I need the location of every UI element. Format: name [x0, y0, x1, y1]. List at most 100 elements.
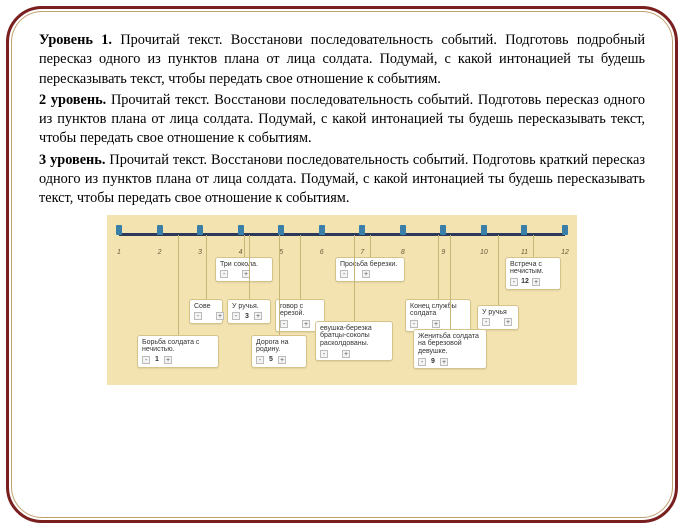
event-card[interactable]: Просьба березки.-+ [335, 257, 405, 282]
stepper-plus-button[interactable]: + [254, 312, 262, 320]
timeline-tick-number: 1 [117, 249, 121, 256]
timeline-tick-number: 2 [158, 249, 162, 256]
event-card-label: Три сокола. [220, 261, 268, 269]
stepper-plus-button[interactable]: + [504, 318, 512, 326]
order-stepper[interactable]: -1+ [142, 356, 172, 364]
stepper-value: 3 [242, 313, 252, 321]
event-card-label: евушка-березка братцы-соколы расколдован… [320, 325, 388, 348]
order-stepper[interactable]: -+ [280, 320, 310, 328]
document-frame: Уровень 1. Прочитай текст. Восстанови по… [6, 6, 678, 523]
order-stepper[interactable]: -12+ [510, 278, 540, 286]
stepper-minus-button[interactable]: - [220, 270, 228, 278]
event-card-label: Сове [194, 303, 218, 311]
level-3-title: 3 уровень. [39, 152, 105, 168]
stepper-minus-button[interactable]: - [340, 270, 348, 278]
card-connector [498, 235, 499, 305]
timeline-tick [197, 225, 203, 235]
stepper-plus-button[interactable]: + [432, 320, 440, 328]
level-3-paragraph: 3 уровень. Прочитай текст. Восстанови по… [39, 151, 645, 209]
event-card[interactable]: Женитьба солдата на березовой девушке. -9… [413, 329, 487, 370]
timeline-tick [116, 225, 122, 235]
card-connector [354, 235, 355, 321]
event-card[interactable]: У ручья.-3+ [227, 299, 271, 324]
event-card[interactable]: У ручья-+ [477, 305, 519, 330]
card-connector [370, 235, 371, 257]
order-stepper[interactable]: -+ [340, 270, 370, 278]
card-connector [206, 235, 207, 299]
timeline-tick [157, 225, 163, 235]
event-card[interactable]: Три сокола.-+ [215, 257, 273, 282]
timeline-tick-number: 11 [521, 249, 528, 256]
stepper-plus-button[interactable]: + [440, 358, 448, 366]
event-card-label: У ручья [482, 309, 514, 317]
card-connector [438, 235, 439, 299]
card-connector [300, 235, 301, 299]
event-card[interactable]: Борьба солдата с нечистью.-1+ [137, 335, 219, 368]
event-card-label: Женитьба солдата на березовой девушке. [418, 333, 482, 356]
order-stepper[interactable]: -+ [194, 312, 224, 320]
event-card-label: Встреча с нечистым. [510, 261, 556, 276]
timeline-tick [400, 225, 406, 235]
card-connector [450, 235, 451, 329]
stepper-minus-button[interactable]: - [280, 320, 288, 328]
timeline-tick-number: 6 [320, 249, 324, 256]
stepper-value: 12 [520, 278, 530, 286]
event-card[interactable]: Сове-+ [189, 299, 223, 324]
level-2-title: 2 уровень. [39, 92, 106, 108]
timeline-tick-number: 10 [480, 249, 488, 256]
timeline-tick-number: 3 [198, 249, 202, 256]
order-stepper[interactable]: -5+ [256, 356, 286, 364]
stepper-minus-button[interactable]: - [418, 358, 426, 366]
event-card[interactable]: Конец службы солдата-+ [405, 299, 471, 332]
stepper-minus-button[interactable]: - [232, 312, 240, 320]
stepper-plus-button[interactable]: + [302, 320, 310, 328]
stepper-plus-button[interactable]: + [278, 356, 286, 364]
card-connector [244, 235, 245, 257]
order-stepper[interactable]: -+ [220, 270, 250, 278]
order-stepper[interactable]: -+ [482, 318, 512, 326]
timeline-tick [562, 225, 568, 235]
event-card[interactable]: Дорога на родину.-5+ [251, 335, 307, 368]
stepper-plus-button[interactable]: + [216, 312, 224, 320]
order-stepper[interactable]: -+ [410, 320, 440, 328]
stepper-minus-button[interactable]: - [256, 356, 264, 364]
level-2-body: Прочитай текст. Восстанови последователь… [39, 92, 645, 147]
stepper-value: 1 [152, 356, 162, 364]
timeline-tick-number: 7 [360, 249, 364, 256]
timeline-tick-number: 4 [239, 249, 243, 256]
event-card-label: У ручья. [232, 303, 266, 311]
timeline-tick [278, 225, 284, 235]
event-card-label: говор с ерезой. [280, 303, 320, 318]
level-1-title: Уровень 1. [39, 32, 112, 48]
event-card[interactable]: евушка-березка братцы-соколы расколдован… [315, 321, 393, 362]
level-1-paragraph: Уровень 1. Прочитай текст. Восстанови по… [39, 31, 645, 89]
stepper-value: 5 [266, 356, 276, 364]
stepper-minus-button[interactable]: - [194, 312, 202, 320]
timeline-tick-number: 9 [441, 249, 445, 256]
timeline-tick [238, 225, 244, 235]
event-card-label: Просьба березки. [340, 261, 400, 269]
stepper-plus-button[interactable]: + [164, 356, 172, 364]
stepper-value: 9 [428, 358, 438, 366]
stepper-minus-button[interactable]: - [142, 356, 150, 364]
order-stepper[interactable]: -3+ [232, 312, 262, 320]
stepper-minus-button[interactable]: - [320, 350, 328, 358]
timeline-tick [359, 225, 365, 235]
stepper-plus-button[interactable]: + [342, 350, 350, 358]
sequence-diagram: 123456789101112 Три сокола.-+Просьба бер… [107, 215, 577, 385]
order-stepper[interactable]: -9+ [418, 358, 448, 366]
order-stepper[interactable]: -+ [320, 350, 350, 358]
card-connector [279, 235, 280, 335]
timeline-tick-number: 12 [561, 249, 569, 256]
stepper-plus-button[interactable]: + [532, 278, 540, 286]
event-card[interactable]: Встреча с нечистым. -12+ [505, 257, 561, 290]
timeline-tick [440, 225, 446, 235]
stepper-minus-button[interactable]: - [510, 278, 518, 286]
timeline-tick [481, 225, 487, 235]
level-3-body: Прочитай текст. Восстанови последователь… [39, 152, 645, 207]
timeline-tick [319, 225, 325, 235]
timeline-tick-number: 8 [401, 249, 405, 256]
stepper-minus-button[interactable]: - [410, 320, 418, 328]
stepper-plus-button[interactable]: + [362, 270, 370, 278]
stepper-minus-button[interactable]: - [482, 318, 490, 326]
